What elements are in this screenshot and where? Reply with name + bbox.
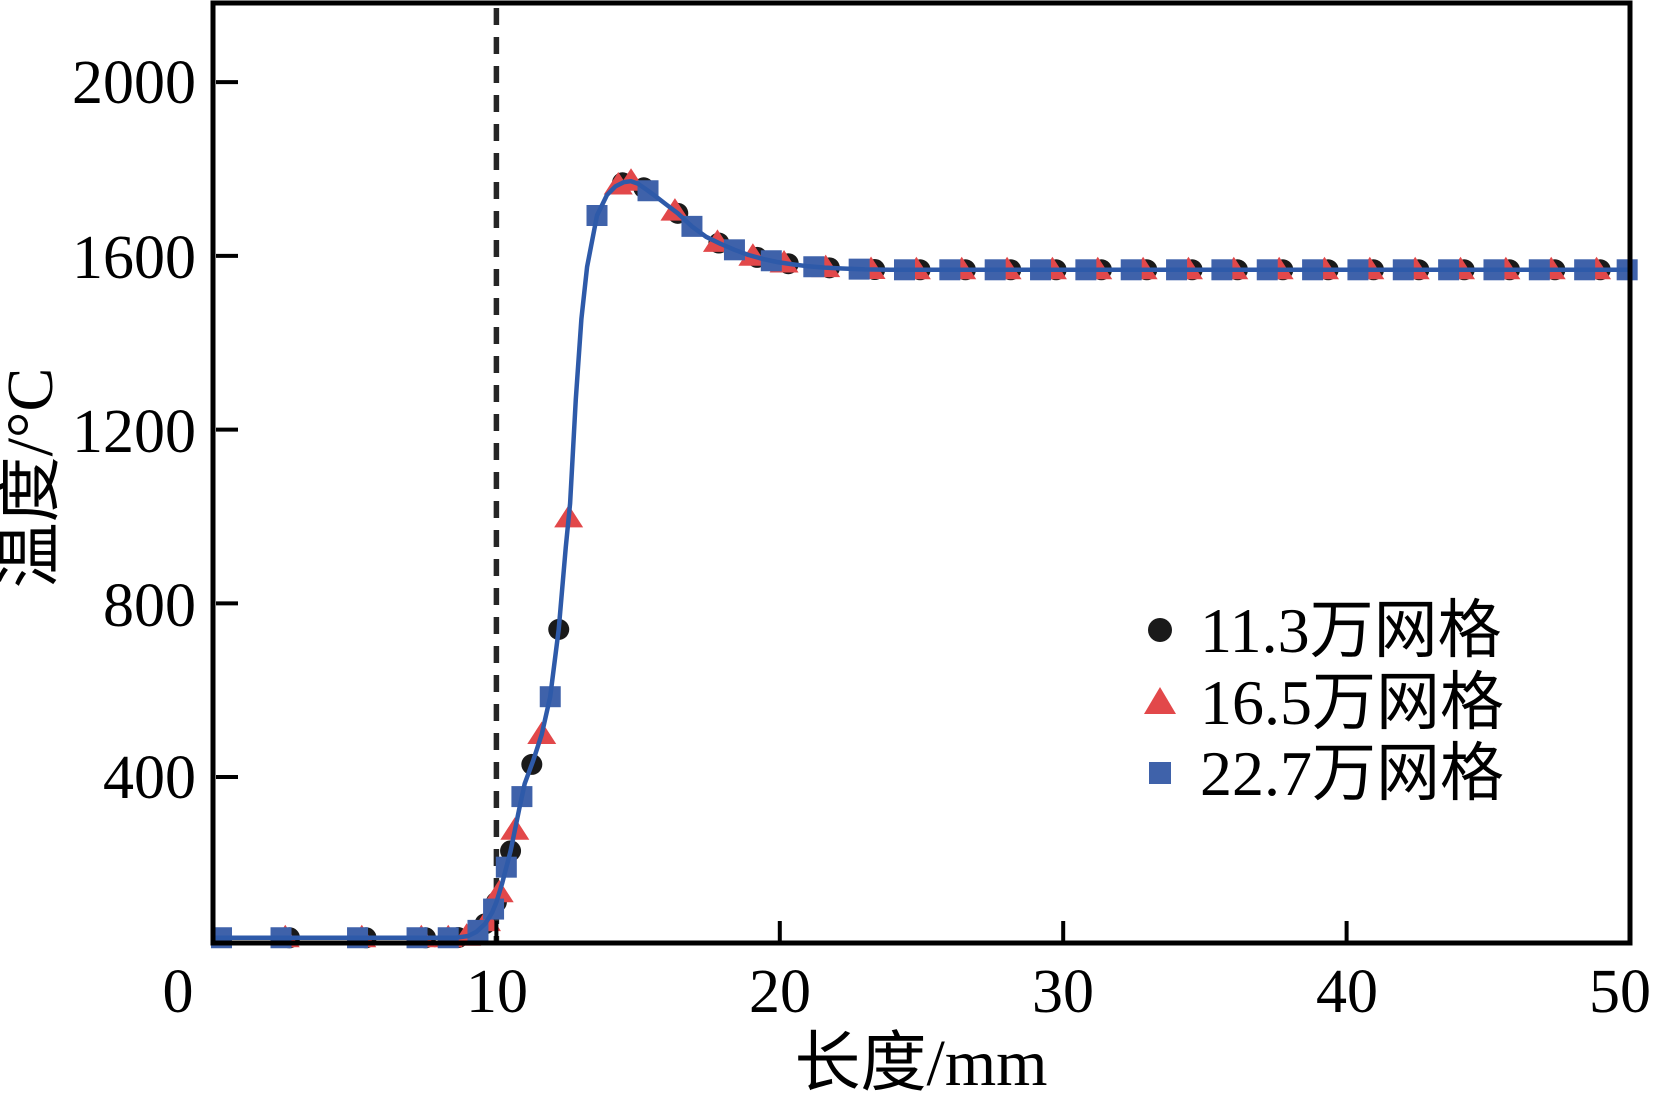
axis-ticks [211, 80, 1632, 942]
x-tick-label-50: 50 [1589, 958, 1651, 1026]
x-tick-label-10: 10 [466, 958, 528, 1026]
series-triangle-markers [270, 168, 1612, 948]
triangle-marker-icon [1144, 687, 1176, 714]
x-tick-label-0: 0 [163, 958, 194, 1026]
legend-item-11-3w: 11.3万网格 [1148, 595, 1502, 666]
legend-item-16-5w: 16.5万网格 [1144, 667, 1504, 738]
x-tick-label-40: 40 [1316, 958, 1378, 1026]
y-tick-label-1600: 1600 [72, 224, 196, 292]
series-circle-markers [279, 172, 1611, 949]
y-axis-title: 温度/°C [0, 368, 67, 589]
y-tick-label-1200: 1200 [72, 398, 196, 466]
circle-marker-icon [1148, 618, 1172, 642]
x-tick-label-20: 20 [749, 958, 811, 1026]
y-tick-label-400: 400 [103, 744, 196, 812]
temperature-curve [210, 178, 1633, 940]
series-square-markers [211, 180, 1638, 949]
temperature-curve-line [210, 178, 1633, 940]
legend-label: 22.7万网格 [1200, 738, 1504, 809]
legend-label: 16.5万网格 [1200, 667, 1504, 738]
plot-border [210, 0, 1633, 946]
x-axis-title: 长度/mm [794, 1027, 1047, 1100]
data-series-markers [211, 168, 1638, 949]
y-tick-label-2000: 2000 [72, 49, 196, 117]
legend: 11.3万网格 16.5万网格 22.7万网格 [1144, 595, 1504, 809]
y-tick-label-800: 800 [103, 572, 196, 640]
legend-item-22-7w: 22.7万网格 [1149, 738, 1504, 809]
x-tick-label-30: 30 [1032, 958, 1094, 1026]
legend-label: 11.3万网格 [1200, 595, 1502, 666]
square-marker-icon [1149, 762, 1171, 784]
